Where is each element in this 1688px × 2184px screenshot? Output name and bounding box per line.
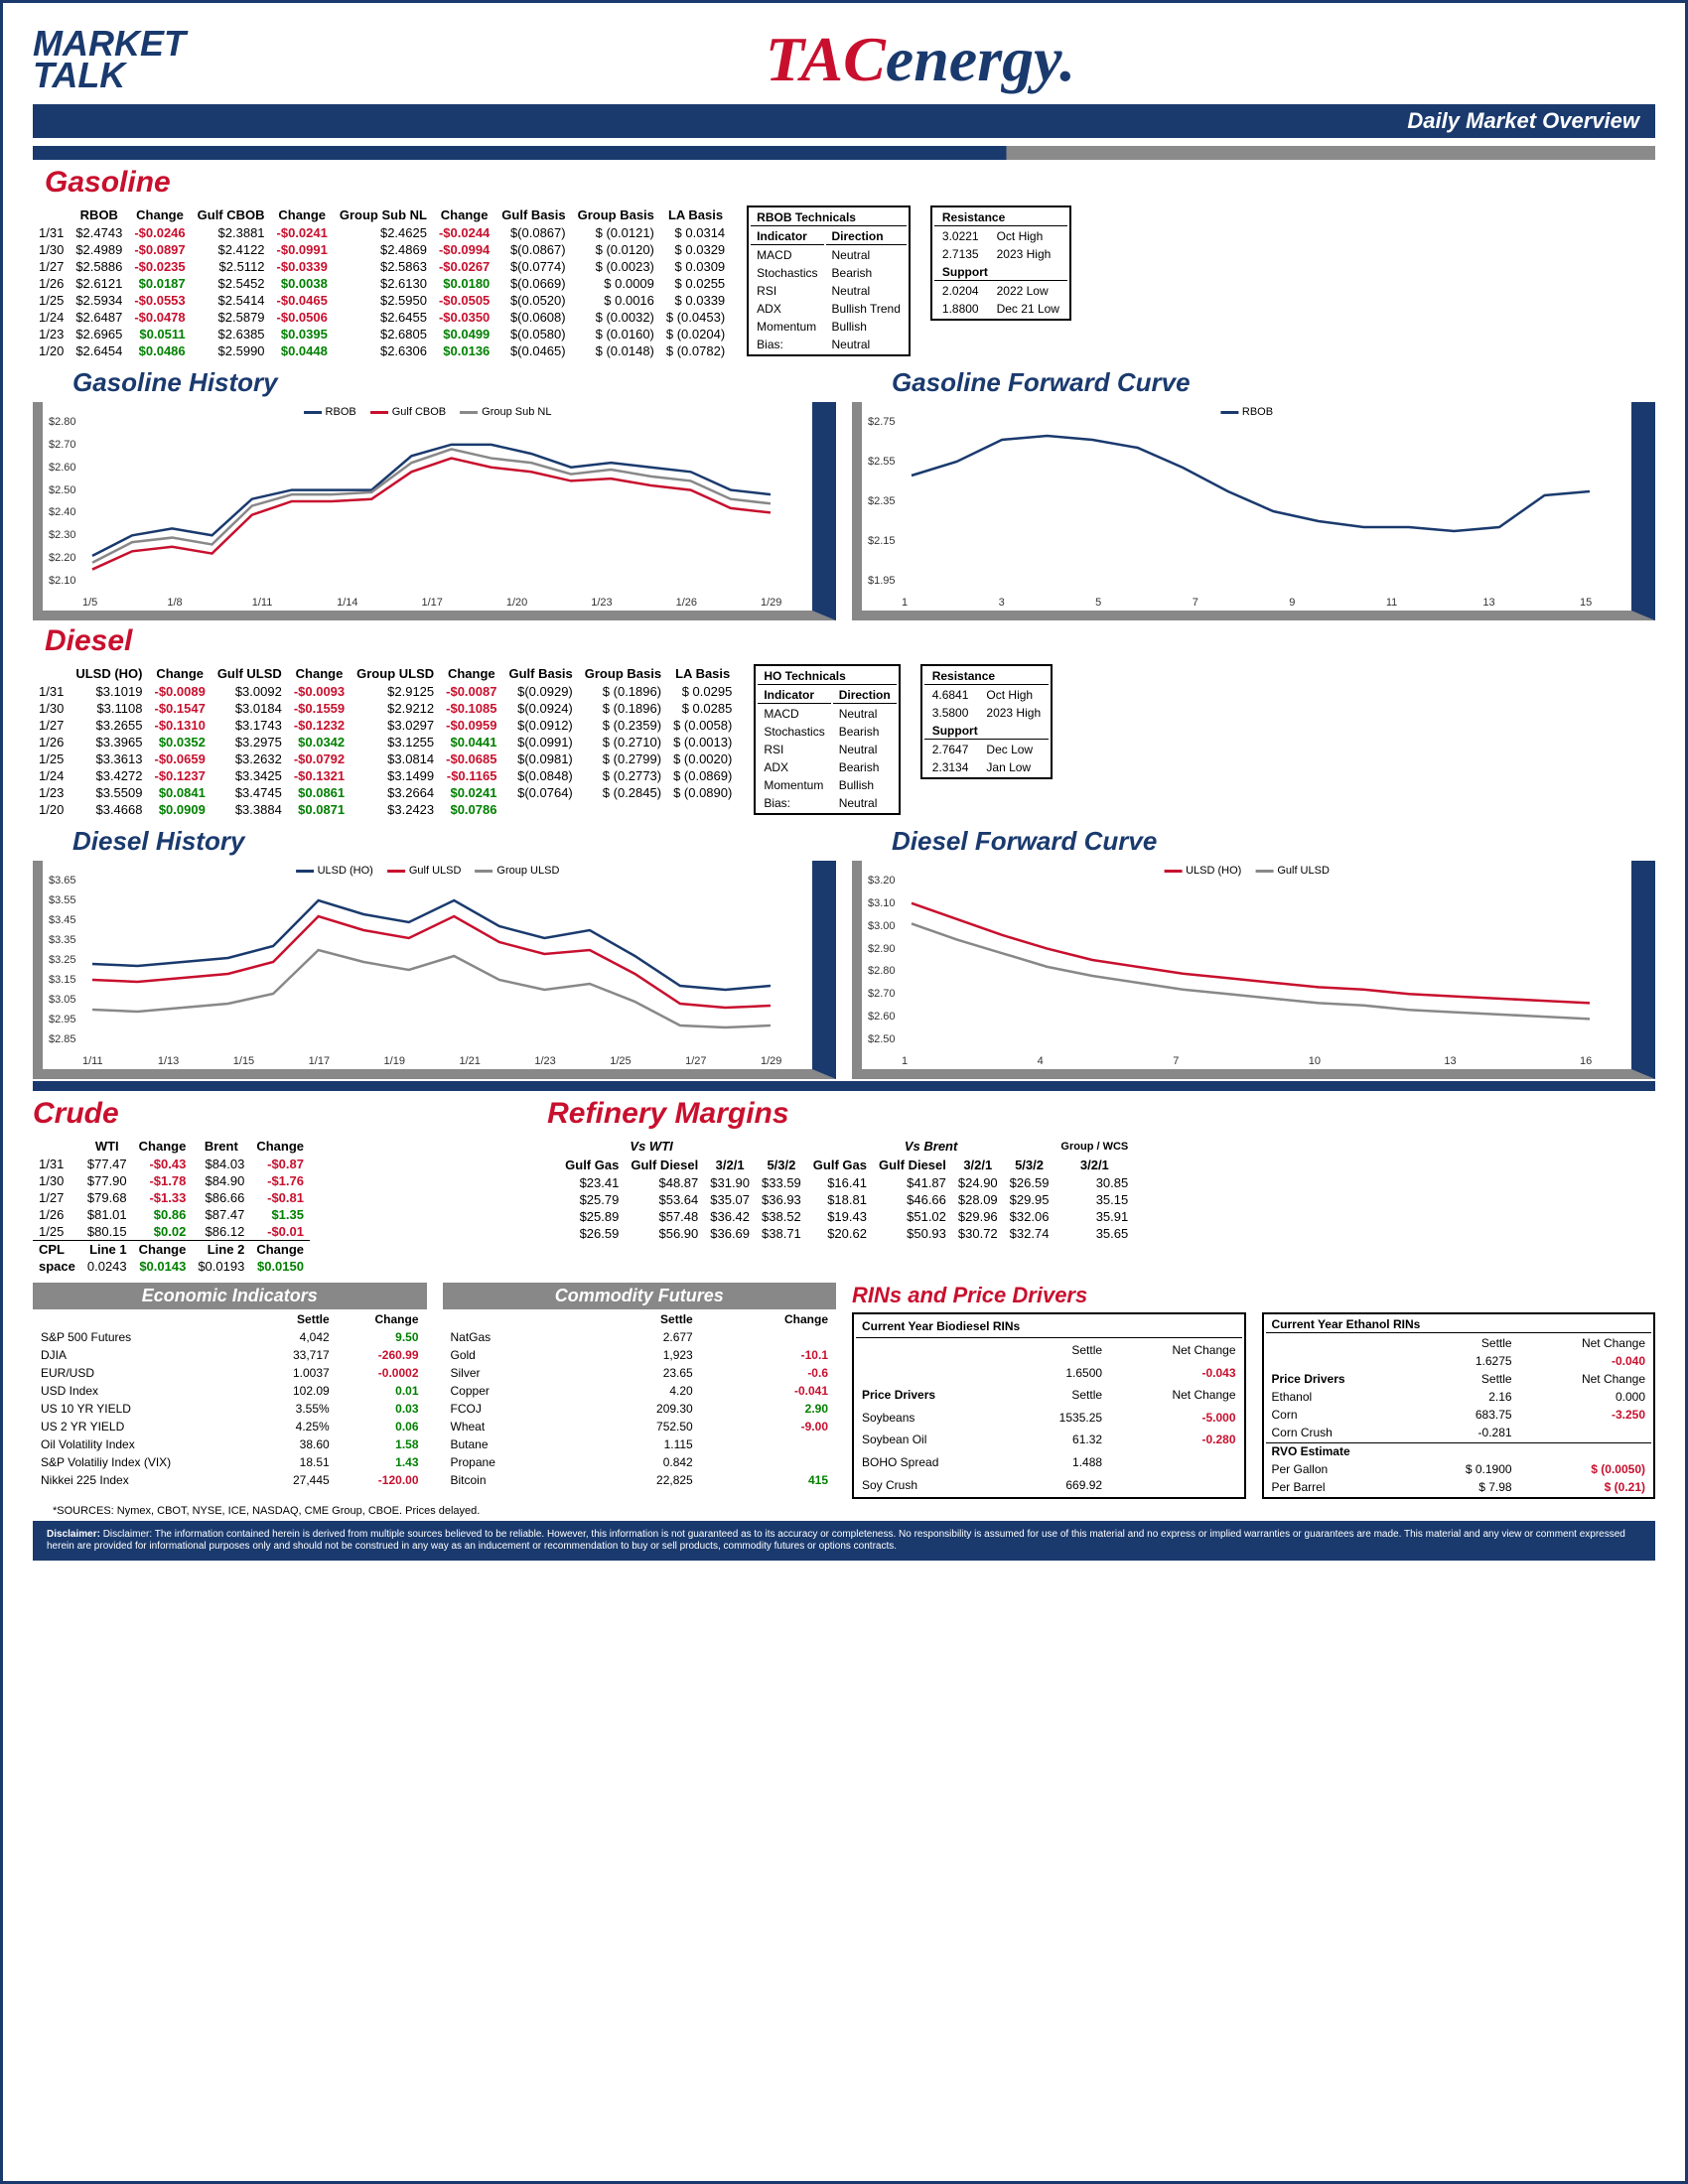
divider-bar <box>33 1081 1655 1091</box>
commodity-table: SettleChangeNatGas2.677Gold1,923-10.1Sil… <box>443 1309 837 1490</box>
econ-table: SettleChangeS&P 500 Futures4,0429.50DJIA… <box>33 1309 427 1490</box>
diesel-history-title: Diesel History <box>72 826 836 857</box>
gasoline-history-chart: $2.80$2.70$2.60$2.50$2.40$2.30$2.20$2.10… <box>33 402 836 620</box>
diesel-title: Diesel <box>45 624 1655 658</box>
header: MARKET TALK TACenergy. <box>33 23 1655 96</box>
gasoline-title: Gasoline <box>45 166 1655 200</box>
refinery-table: Vs WTIVs BrentGroup / WCSGulf GasGulf Di… <box>547 1137 1134 1242</box>
gas-history-title: Gasoline History <box>72 367 836 398</box>
commodity-header: Commodity Futures <box>443 1283 837 1309</box>
rbob-technicals: RBOB TechnicalsIndicatorDirectionMACDNeu… <box>747 205 911 356</box>
gas-forward-title: Gasoline Forward Curve <box>892 367 1655 398</box>
rins-right: Current Year Ethanol RINsSettleNet Chang… <box>1262 1312 1656 1499</box>
rins-title: RINs and Price Drivers <box>852 1283 1655 1308</box>
disclaimer-text: Disclaimer: The information contained he… <box>47 1529 1625 1552</box>
logo-tac: TAC <box>766 24 886 94</box>
diesel-table: ULSD (HO)ChangeGulf ULSDChangeGroup ULSD… <box>33 664 738 818</box>
ho-resistance: Resistance4.6841Oct High3.58002023 HighS… <box>920 664 1053 779</box>
logo-line2: TALK <box>33 60 186 91</box>
crude-title: Crude <box>33 1097 531 1131</box>
rins-left: Current Year Biodiesel RINsSettleNet Cha… <box>852 1312 1246 1499</box>
gasoline-table: RBOBChangeGulf CBOBChangeGroup Sub NLCha… <box>33 205 731 359</box>
diesel-forward-title: Diesel Forward Curve <box>892 826 1655 857</box>
market-talk-logo: MARKET TALK <box>33 28 186 92</box>
crude-table: WTIChangeBrentChange1/31$77.47-$0.43$84.… <box>33 1137 310 1275</box>
diesel-forward-chart: $3.20$3.10$3.00$2.90$2.80$2.70$2.60$2.50… <box>852 861 1655 1079</box>
diesel-history-chart: $3.65$3.55$3.45$3.35$3.25$3.15$3.05$2.95… <box>33 861 836 1079</box>
subtitle-bar: Daily Market Overview <box>33 104 1655 138</box>
accent-bar <box>33 146 1655 160</box>
refinery-title: Refinery Margins <box>547 1097 1655 1131</box>
logo-energy: energy. <box>886 24 1075 94</box>
ho-technicals: HO TechnicalsIndicatorDirectionMACDNeutr… <box>754 664 900 815</box>
tac-energy-logo: TACenergy. <box>186 23 1655 96</box>
sources-footnote: *SOURCES: Nymex, CBOT, NYSE, ICE, NASDAQ… <box>53 1505 1655 1517</box>
gasoline-forward-chart: $2.75$2.55$2.35$2.15$1.9513579111315RBOB <box>852 402 1655 620</box>
econ-header: Economic Indicators <box>33 1283 427 1309</box>
disclaimer: Disclaimer: Disclaimer: The information … <box>33 1521 1655 1561</box>
rbob-resistance: Resistance3.0221Oct High2.71352023 HighS… <box>930 205 1071 321</box>
